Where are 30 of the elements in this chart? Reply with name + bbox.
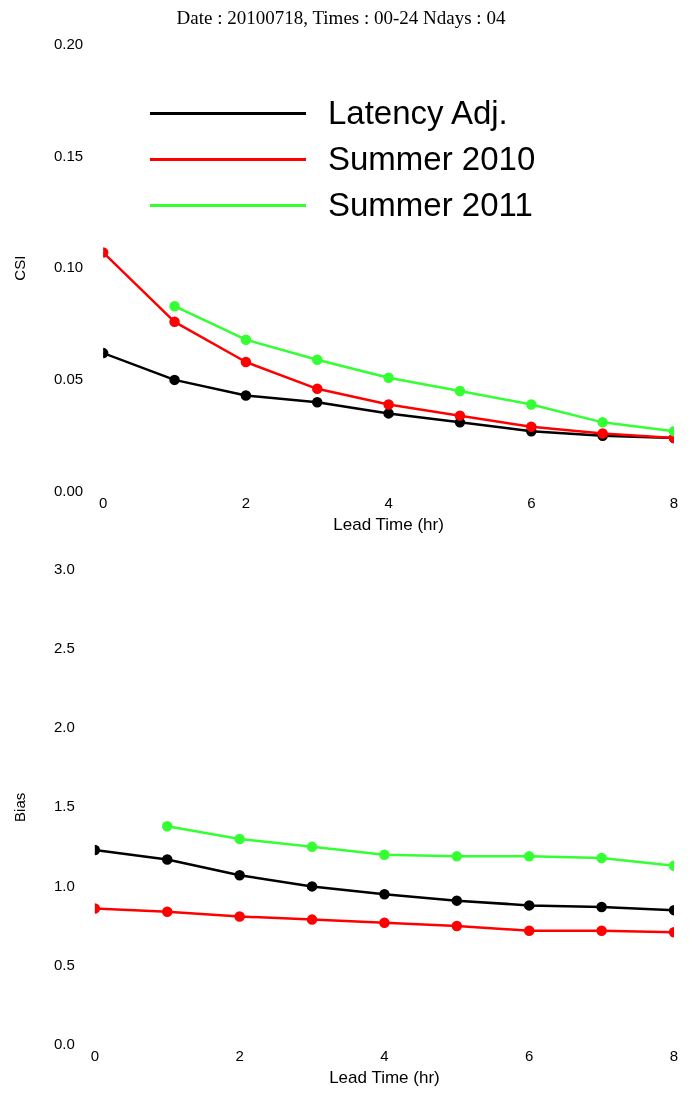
y-tick-label: 0.05 xyxy=(53,370,84,388)
y-tick-label: 1.0 xyxy=(53,876,75,894)
y-axis-title: CSI xyxy=(11,255,29,281)
y-tick-label: 0.00 xyxy=(53,481,84,499)
x-tick-label: 6 xyxy=(525,1046,534,1064)
x-axis-title: Lead Time (hr) xyxy=(333,515,444,535)
x-tick-label: 4 xyxy=(380,1046,389,1064)
x-tick-label: 2 xyxy=(235,1046,244,1064)
y-tick-label: 0.5 xyxy=(53,955,75,973)
y-tick-label: 1.5 xyxy=(53,797,75,815)
y-tick-label: 0.20 xyxy=(53,34,84,52)
legend-label: Latency Adj. xyxy=(328,93,508,133)
x-tick-label: 6 xyxy=(527,493,536,511)
y-tick-label: 2.5 xyxy=(53,639,75,657)
x-tick-label: 2 xyxy=(241,493,251,511)
x-axis-title: Lead Time (hr) xyxy=(329,1068,440,1088)
legend-label: Summer 2011 xyxy=(328,185,533,225)
y-tick-label: 3.0 xyxy=(53,560,75,578)
x-tick-label: 8 xyxy=(669,1046,679,1064)
x-tick-label: 4 xyxy=(384,493,393,511)
legend-label: Summer 2010 xyxy=(328,139,536,179)
y-tick-label: 0.15 xyxy=(53,146,84,164)
y-tick-label: 0.10 xyxy=(53,258,84,276)
x-tick-label: 8 xyxy=(669,493,679,511)
y-tick-label: 0.0 xyxy=(53,1034,75,1052)
x-tick-label: 0 xyxy=(90,1046,100,1064)
chart-title: Date : 20100718, Times : 00-24 Ndays : 04 xyxy=(176,7,506,29)
y-tick-label: 2.0 xyxy=(53,718,75,736)
x-tick-label: 0 xyxy=(99,493,108,511)
y-axis-title: Bias xyxy=(11,792,29,822)
